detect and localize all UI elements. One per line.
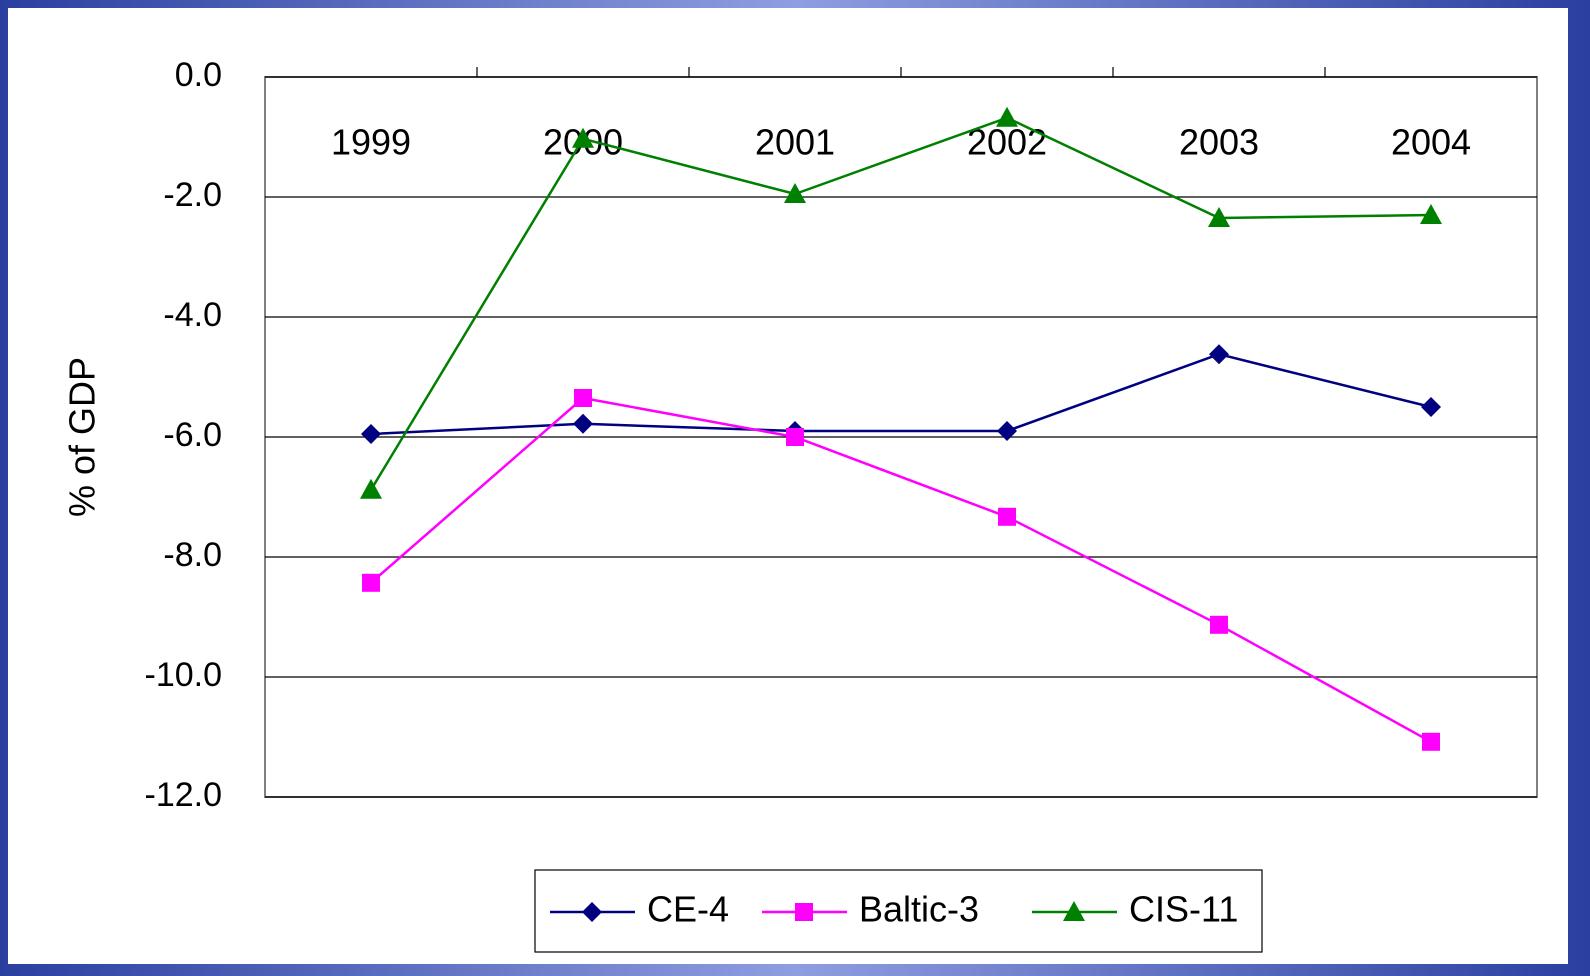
x-tick-label: 1999 xyxy=(331,122,411,163)
series-line xyxy=(369,116,1432,491)
marker xyxy=(997,421,1017,441)
marker xyxy=(1421,397,1441,417)
marker xyxy=(361,424,381,444)
x-tick-label: 2001 xyxy=(755,122,835,163)
marker xyxy=(572,127,594,148)
legend-label: Baltic-3 xyxy=(859,889,979,930)
marker xyxy=(1208,207,1230,227)
marker xyxy=(573,413,593,434)
marker xyxy=(362,573,380,592)
y-tick-label: -8.0 xyxy=(163,536,222,574)
panel xyxy=(8,8,1568,964)
marker xyxy=(360,478,382,499)
marker xyxy=(1420,204,1442,224)
marker xyxy=(998,507,1016,526)
x-tick-label: 2003 xyxy=(1179,122,1259,163)
marker xyxy=(1210,615,1228,634)
marker xyxy=(795,903,813,921)
y-tick-label: -12.0 xyxy=(145,776,223,814)
series-line xyxy=(370,352,1432,436)
marker xyxy=(784,183,806,203)
marker xyxy=(996,106,1018,127)
x-tick-label: 2004 xyxy=(1391,122,1471,163)
marker xyxy=(1422,732,1440,751)
y-tick-label: 0.0 xyxy=(175,56,222,94)
y-axis-label: % of GDP xyxy=(62,357,103,517)
legend xyxy=(534,869,1263,953)
y-tick-label: -6.0 xyxy=(163,416,222,454)
legend-label: CE-4 xyxy=(647,889,729,930)
series-line xyxy=(370,396,1432,743)
marker xyxy=(1063,901,1085,921)
marker xyxy=(786,428,804,446)
marker xyxy=(574,389,592,407)
legend-label: CIS-11 xyxy=(1129,889,1238,930)
marker xyxy=(582,902,602,922)
y-tick-label: -10.0 xyxy=(145,656,223,694)
y-tick-label: -4.0 xyxy=(163,296,222,334)
marker xyxy=(1209,344,1229,365)
y-tick-label: -2.0 xyxy=(163,176,222,214)
